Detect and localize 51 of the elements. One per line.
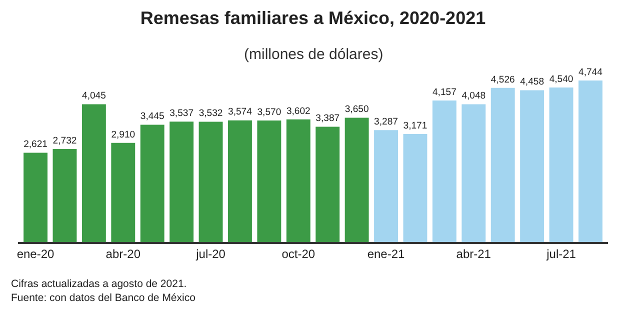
bar	[316, 126, 340, 242]
data-label: 4,540	[549, 74, 574, 85]
x-tick-label: ene-20	[16, 247, 55, 262]
bar	[549, 87, 574, 242]
data-label: 4,458	[520, 76, 544, 88]
bar	[403, 134, 428, 242]
data-label: 2,910	[111, 129, 136, 140]
bar	[462, 104, 486, 242]
data-label: 3,171	[403, 120, 428, 132]
source-note: Fuente: con datos del Banco de México	[11, 292, 196, 304]
bar	[432, 100, 456, 242]
chart-title: Remesas familiares a México, 2020-2021	[140, 8, 486, 28]
bar	[170, 122, 194, 242]
data-label: 3,537	[170, 108, 194, 119]
data-label: 4,045	[82, 90, 106, 102]
data-label: 3,445	[140, 111, 164, 122]
bar	[198, 122, 223, 242]
x-tick-label: ene-21	[367, 247, 406, 262]
bar	[140, 124, 164, 242]
data-label: 3,574	[228, 106, 253, 118]
bar	[374, 130, 398, 242]
bar	[24, 152, 48, 242]
data-label: 4,744	[578, 66, 604, 78]
data-label: 4,048	[462, 90, 486, 102]
data-label: 4,157	[432, 86, 456, 98]
x-tick-label: jul-21	[546, 247, 576, 262]
bar	[578, 80, 602, 242]
bar	[111, 142, 136, 242]
bar	[228, 120, 252, 242]
x-tick-label: oct-20	[282, 247, 316, 262]
data-label: 3,287	[374, 116, 398, 128]
bar	[286, 119, 310, 242]
data-label: 3,532	[198, 108, 223, 120]
bar	[257, 120, 282, 242]
text: Cifras actualizadas a agosto de 2021.	[11, 278, 187, 290]
data-label: 3,387	[316, 113, 340, 124]
data-label: 3,602	[286, 106, 310, 117]
x-tick-label: abr-21	[456, 247, 492, 262]
data-label: 4,526	[490, 74, 515, 86]
bar	[52, 148, 77, 242]
chart-subtitle: (millones de dólares)	[244, 46, 384, 63]
data-label: 3,650	[344, 104, 369, 116]
bar	[490, 88, 515, 242]
x-tick-label: jul-20	[195, 247, 226, 262]
bar	[520, 90, 544, 242]
bar	[82, 104, 106, 242]
data-label: 2,732	[52, 135, 77, 146]
x-tick-label: abr-20	[106, 247, 141, 262]
bar	[344, 118, 369, 242]
data-label: 2,621	[24, 139, 48, 150]
data-label: 3,570	[257, 106, 282, 118]
